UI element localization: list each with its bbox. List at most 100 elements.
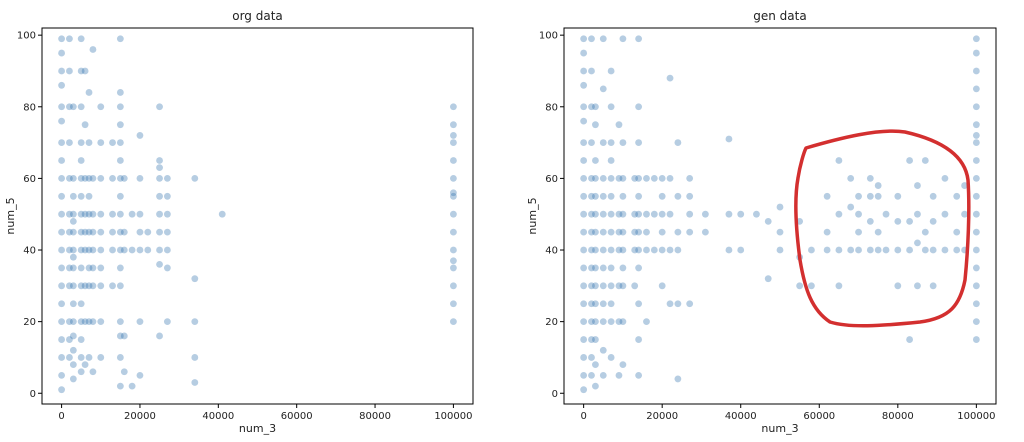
data-point: [69, 318, 77, 326]
data-points: [580, 35, 980, 394]
data-point: [85, 175, 93, 182]
data-point: [658, 246, 666, 254]
x-tick-label: 100000: [957, 411, 995, 422]
data-point: [89, 318, 97, 326]
data-point: [588, 282, 595, 290]
data-point: [631, 228, 639, 236]
data-point: [450, 246, 457, 254]
data-point: [120, 175, 128, 182]
data-point: [58, 49, 65, 57]
data-point: [66, 139, 73, 146]
data-point: [120, 332, 128, 340]
data-point: [128, 382, 136, 390]
y-tick-label: 20: [23, 317, 36, 328]
data-point: [953, 246, 961, 254]
data-point: [588, 67, 595, 75]
data-point: [116, 103, 124, 111]
data-point: [823, 228, 831, 236]
data-point: [69, 264, 77, 272]
data-point: [69, 103, 77, 111]
data-point: [58, 192, 65, 200]
data-point: [592, 210, 599, 218]
data-point: [81, 228, 89, 236]
data-point: [658, 192, 666, 200]
data-point: [588, 371, 595, 379]
data-point: [592, 228, 599, 236]
data-point: [66, 67, 73, 75]
data-point: [643, 228, 650, 236]
data-point: [631, 210, 639, 218]
data-point: [588, 228, 595, 236]
data-point: [89, 368, 97, 376]
x-tick-label: 20000: [646, 411, 678, 422]
data-point: [66, 246, 73, 254]
data-point: [599, 139, 607, 146]
data-point: [136, 371, 144, 379]
data-point: [120, 228, 128, 236]
data-point: [972, 318, 980, 326]
data-point: [635, 192, 643, 200]
data-point: [599, 192, 607, 200]
data-point: [144, 246, 152, 254]
data-point: [874, 246, 882, 254]
data-point: [109, 282, 116, 290]
data-point: [109, 246, 116, 254]
data-point: [599, 246, 607, 254]
data-point: [914, 239, 921, 247]
data-point: [116, 157, 124, 164]
data-point: [599, 210, 607, 218]
data-point: [588, 336, 595, 343]
data-point: [580, 139, 588, 146]
data-point: [615, 318, 623, 326]
x-tick-label: 60000: [803, 411, 835, 422]
data-point: [674, 246, 682, 254]
data-point: [607, 354, 615, 361]
data-point: [776, 228, 784, 236]
data-point: [191, 354, 199, 361]
data-point: [120, 368, 128, 376]
data-point: [89, 282, 97, 290]
data-point: [725, 135, 733, 143]
data-point: [972, 210, 980, 218]
y-tick-label: 60: [545, 174, 558, 185]
data-point: [191, 275, 199, 283]
data-point: [580, 246, 588, 254]
data-point: [163, 264, 171, 272]
data-point: [658, 282, 666, 290]
data-point: [592, 318, 599, 326]
data-point: [666, 246, 674, 254]
data-point: [607, 264, 615, 272]
data-point: [914, 182, 921, 189]
data-point: [635, 210, 643, 218]
data-point: [450, 175, 457, 182]
data-point: [85, 264, 93, 272]
data-point: [116, 282, 124, 290]
data-point: [136, 175, 144, 182]
y-tick-label: 0: [30, 389, 36, 400]
data-point: [701, 228, 709, 236]
data-point: [972, 49, 980, 57]
data-point: [58, 282, 65, 290]
data-point: [116, 354, 124, 361]
data-point: [725, 210, 733, 218]
plot-frame: [41, 27, 474, 405]
data-point: [77, 192, 85, 200]
data-point: [674, 192, 682, 200]
data-point: [835, 157, 843, 164]
data-point: [588, 318, 595, 326]
data-point: [874, 182, 882, 189]
data-point: [580, 228, 588, 236]
data-point: [136, 228, 144, 236]
data-point: [156, 228, 163, 236]
data-point: [635, 246, 643, 254]
data-point: [686, 228, 694, 236]
data-point: [580, 49, 588, 57]
data-point: [58, 228, 65, 236]
data-point: [66, 103, 73, 111]
data-point: [972, 300, 980, 308]
data-point: [97, 228, 105, 236]
data-point: [77, 210, 85, 218]
data-point: [972, 121, 980, 129]
data-point: [58, 103, 65, 111]
data-point: [89, 228, 97, 236]
